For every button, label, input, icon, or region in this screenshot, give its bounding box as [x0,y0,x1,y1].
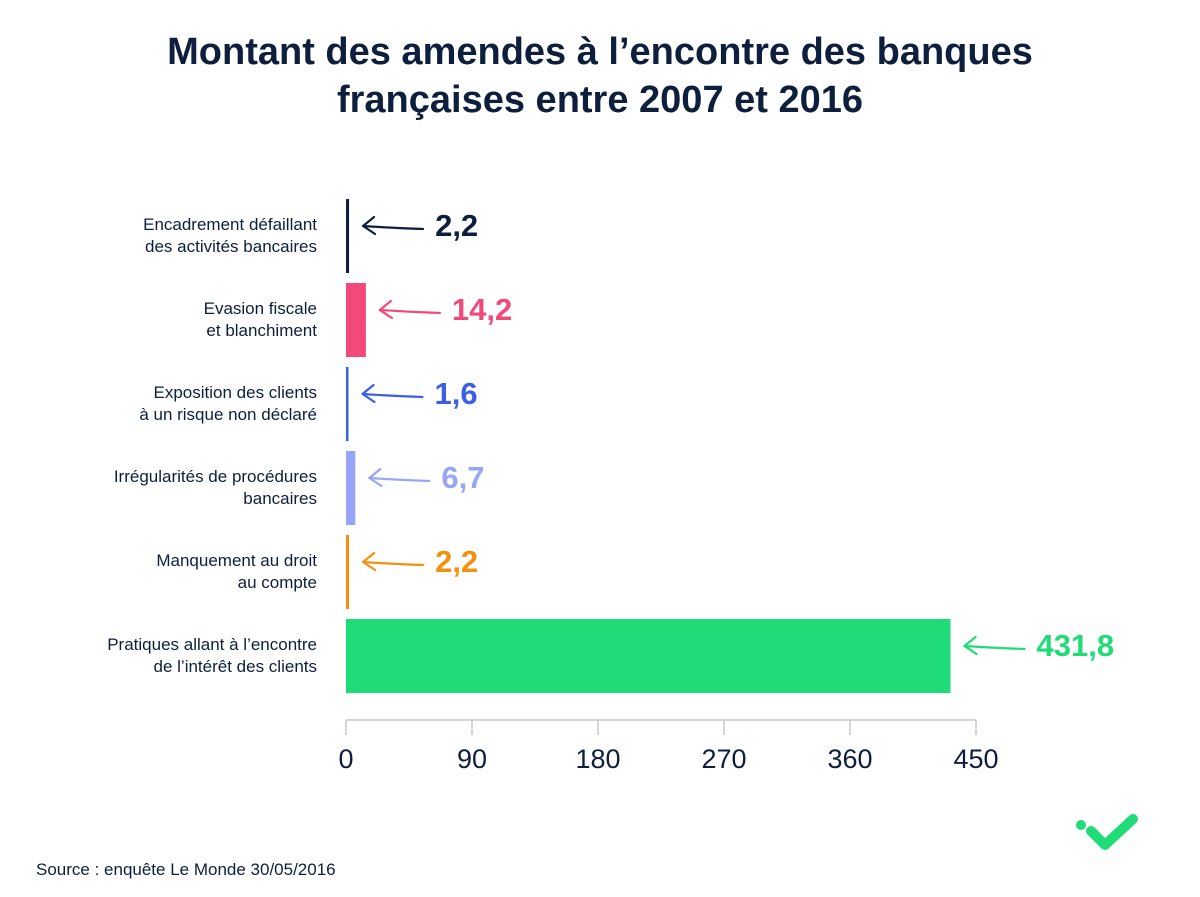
category-label: Irrégularités de procédures bancaires [114,467,317,508]
category-label-line: Manquement au droit [156,551,317,570]
bar [346,199,350,273]
category-label-line: Exposition des clients [154,383,317,402]
chart-title-line-2: françaises entre 2007 et 2016 [336,79,864,121]
bar [346,451,356,525]
value-arrowhead [361,551,377,572]
x-tick-label: 0 [338,744,353,774]
value-arrowhead [368,467,383,488]
bar [346,619,951,693]
category-label-line: à un risque non déclaré [139,405,317,424]
x-tick-label: 180 [575,744,620,774]
category-label-line: Evasion fiscale [204,299,317,318]
value-arrow-icon [361,392,424,399]
value-arrow-icon [361,224,425,231]
category-label-line: de l’intérêt des clients [154,657,317,676]
x-tick-label: 360 [827,744,872,774]
category-label: Exposition des clients à un risque non dé… [139,383,317,424]
category-label: Manquement au droit au compte [156,551,317,592]
value-label: 2,2 [435,544,478,579]
value-arrow-icon [361,560,425,567]
value-arrow-icon [963,644,1026,651]
bar [346,535,350,609]
chart-title: Montant des amendes à l’encontre des ban… [100,28,1100,124]
category-label-line: Irrégularités de procédures [114,467,317,486]
bar [346,283,366,357]
x-tick-label: 450 [953,744,998,774]
category-label-line: Encadrement défaillant [143,215,317,234]
value-arrowhead [361,215,377,236]
value-label: 14,2 [452,292,512,327]
x-tick-label: 90 [457,744,487,774]
x-tick-label: 270 [701,744,746,774]
value-arrow-icon [368,476,431,483]
category-label-line: bancaires [243,489,317,508]
category-label-line: au compte [238,573,317,592]
chart-title-line-1: Montant des amendes à l’encontre des ban… [167,31,1033,73]
category-label: Encadrement défaillant des activités banc… [143,215,317,256]
checkmark-logo-icon [1076,814,1138,850]
category-label-line: et blanchiment [206,321,317,340]
value-label: 6,7 [441,460,484,495]
category-label-line: des activités bancaires [145,237,317,256]
value-arrow-icon [378,308,441,315]
bar [346,367,349,441]
value-arrowhead [378,299,393,320]
value-arrowhead [963,635,978,656]
category-label: Pratiques allant à l’encontre de l’intérê… [107,635,317,676]
category-label-line: Pratiques allant à l’encontre [107,635,317,654]
value-label: 2,2 [435,208,478,243]
value-label: 431,8 [1037,628,1115,663]
value-label: 1,6 [435,376,478,411]
value-arrowhead [361,383,376,404]
source-note: Source : enquête Le Monde 30/05/2016 [36,860,336,879]
category-label: Evasion fiscale et blanchiment [204,299,318,340]
